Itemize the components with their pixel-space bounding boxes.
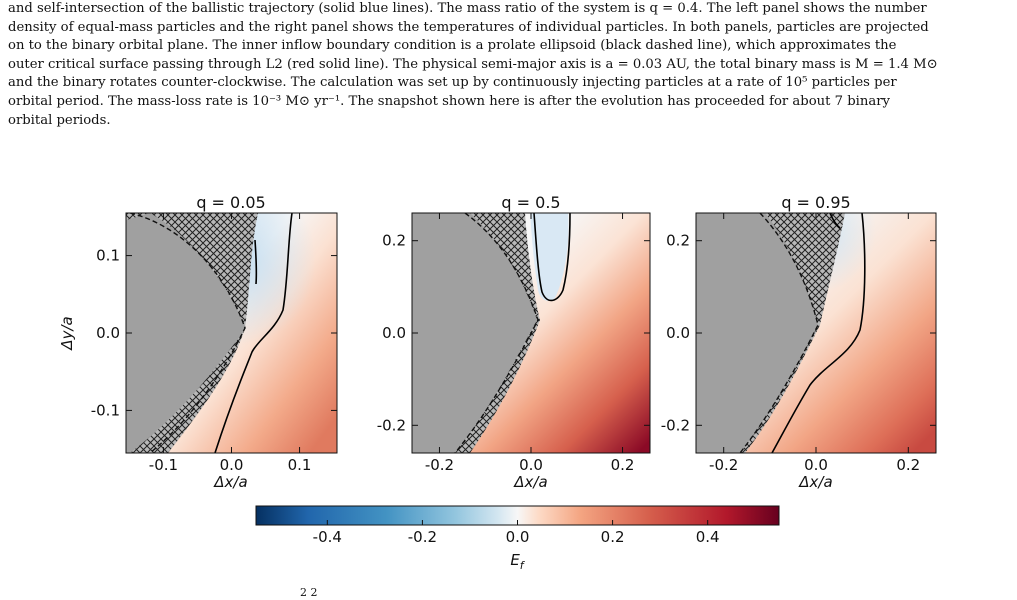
- panel-1-ytick-label-0: 0.1: [96, 247, 120, 265]
- panel-3-xtick-label-1: 0.0: [804, 456, 828, 474]
- caption-line-6: orbital period. The mass-loss rate is 10…: [8, 93, 890, 109]
- panel-1-contour-small: [254, 239, 258, 285]
- caption-line-4: outer critical surface passing through L…: [8, 56, 938, 72]
- panel-2-ytick-label-1: 0.0: [382, 324, 406, 342]
- panel-3-xtick-label-0: -0.2: [709, 456, 738, 474]
- panel-2-xtick-label-1: 0.0: [519, 456, 543, 474]
- panel-q005: [125, 212, 338, 454]
- panel-1-xtick-label-2: 0.1: [288, 456, 312, 474]
- colorbar-ticks: -0.4 -0.2 0.0 0.2 0.4: [313, 520, 720, 546]
- panel-3-gray-mask: [696, 213, 818, 453]
- panel-q095: [695, 212, 937, 454]
- panel-1-xlabel: Δx/a: [213, 473, 247, 491]
- panel-2-xlabel: Δx/a: [513, 473, 547, 491]
- next-caption-fragment: 2 2: [300, 586, 318, 599]
- panel-1-contour: [214, 213, 293, 453]
- caption-line-7: orbital periods.: [8, 112, 111, 128]
- panel-3-xtick-label-2: 0.2: [896, 456, 920, 474]
- panel-1-xtick-label-0: -0.1: [149, 456, 178, 474]
- figure-caption: and self-intersection of the ballistic t…: [8, 0, 1008, 130]
- caption-line-2: density of equal-mass particles and the …: [8, 19, 929, 35]
- colorbar-tick-label-0: -0.4: [313, 528, 342, 546]
- panel-2-title: q = 0.5: [501, 193, 560, 212]
- colorbar-tick-label-1: -0.2: [408, 528, 437, 546]
- colorbar-tick-label-4: 0.4: [696, 528, 720, 546]
- panel-2-xtick-label-2: 0.2: [611, 456, 635, 474]
- panel-2-dashed-boundary: [454, 213, 539, 453]
- panel-3-ytick-label-2: -0.2: [661, 416, 690, 434]
- panel-3-xlabel: Δx/a: [798, 473, 832, 491]
- panel-3-ytick-label-1: 0.0: [666, 324, 690, 342]
- panel-2-contour: [533, 213, 571, 302]
- panel-1-xtick-label-1: 0.0: [220, 456, 244, 474]
- panel-3-ytick-label-0: 0.2: [666, 232, 690, 250]
- panel-1-ylabel: Δy/a: [58, 316, 76, 350]
- panel-3-contour-small: [829, 213, 841, 229]
- panel-2-gray-mask: [412, 213, 537, 453]
- panel-2-ytick-label-0: 0.2: [382, 232, 406, 250]
- colorbar: -0.4 -0.2 0.0 0.2 0.4 Ef: [255, 505, 780, 572]
- colorbar-tick-label-3: 0.2: [601, 528, 625, 546]
- panel-q05: [411, 212, 651, 454]
- colorbar-tick-label-2: 0.0: [506, 528, 530, 546]
- panel-2-ytick-label-2: -0.2: [377, 416, 406, 434]
- figure: q = 0.05 q = 0.5 q = 0.95 Δx/a Δx/a Δx/a…: [58, 193, 937, 572]
- colorbar-label: Ef: [510, 551, 525, 572]
- panel-1-ytick-label-1: 0.0: [96, 324, 120, 342]
- caption-line-1: and self-intersection of the ballistic t…: [8, 1, 927, 16]
- panel-1-gray-mask: [126, 213, 246, 453]
- panel-2-xtick-label-0: -0.2: [425, 456, 454, 474]
- caption-line-5: and the binary rotates counter-clockwise…: [8, 75, 897, 91]
- caption-line-3: on to the binary orbital plane. The inne…: [8, 38, 897, 54]
- panel-3-title: q = 0.95: [781, 193, 850, 212]
- tick-layer: -0.1 0.0 0.1 0.1 0.0 -0.1 -0.2 0.0 0.2 0.2 0.0 -0.2…: [91, 213, 936, 474]
- panel-3-dashed-boundary: [739, 213, 819, 453]
- panel-1-ytick-label-2: -0.1: [91, 401, 120, 419]
- panel-3-contour: [771, 213, 866, 453]
- panel-1-dashed-boundary: [129, 213, 246, 453]
- panel-1-title: q = 0.05: [196, 193, 265, 212]
